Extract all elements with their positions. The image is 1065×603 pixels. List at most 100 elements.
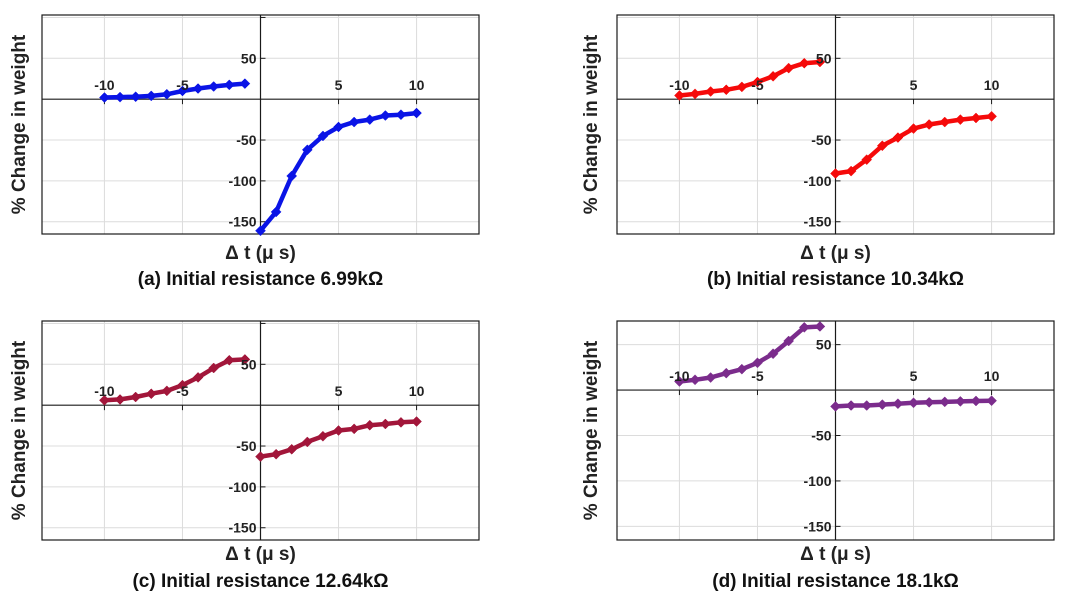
data-point-marker — [348, 423, 360, 435]
data-point-marker — [923, 396, 935, 408]
data-point-marker — [177, 85, 188, 97]
data-point-marker — [317, 430, 329, 442]
data-point-marker — [161, 88, 173, 100]
data-point-marker — [333, 121, 344, 133]
data-point-marker — [705, 86, 716, 97]
data-point-marker — [783, 335, 795, 347]
y-tick-label: -100 — [803, 173, 831, 189]
data-point-marker — [939, 396, 951, 408]
series-line — [102, 81, 248, 100]
data-point-marker — [939, 116, 951, 128]
data-point-marker — [145, 388, 157, 400]
x-tick-label: 10 — [984, 77, 1000, 93]
data-point-marker — [145, 90, 157, 102]
panel-caption: (a) Initial resistance 6.99kΩ — [138, 269, 383, 290]
data-point-marker — [411, 416, 422, 427]
y-tick-label: -50 — [811, 427, 831, 443]
data-point-marker — [114, 394, 126, 405]
data-point-marker — [767, 348, 779, 360]
x-tick-label: 10 — [409, 383, 425, 399]
data-point-marker — [161, 385, 173, 397]
panel-a: -10 -5 5 10 -150 -100 -50 50 % Change in weight Δ… — [9, 14, 480, 290]
data-point-marker — [970, 112, 982, 124]
series-positive — [830, 395, 997, 412]
data-point-marker — [317, 130, 329, 142]
y-tick-label: -150 — [228, 214, 256, 230]
data-point-marker — [908, 123, 919, 134]
data-point-marker — [783, 62, 795, 74]
data-point-marker — [674, 376, 685, 387]
data-point-marker — [845, 165, 857, 177]
data-point-marker — [395, 416, 407, 428]
data-point-marker — [752, 76, 763, 88]
x-tick-label: -5 — [751, 368, 764, 384]
y-axis-label: % Change in weight — [581, 34, 602, 214]
data-point-marker — [177, 379, 188, 391]
data-point-marker — [876, 399, 888, 410]
x-axis-label: Δ t (μ s) — [225, 243, 296, 264]
data-point-marker — [689, 88, 701, 100]
panel-caption: (d) Initial resistance 18.1kΩ — [712, 571, 959, 592]
data-point-marker — [923, 119, 935, 130]
y-tick-label: -150 — [803, 518, 831, 534]
data-point-marker — [270, 206, 282, 218]
data-point-marker — [301, 144, 313, 156]
data-point-marker — [192, 372, 204, 383]
data-point-marker — [286, 443, 298, 455]
x-tick-label: -10 — [669, 368, 689, 384]
data-point-marker — [689, 374, 701, 386]
data-point-marker — [208, 362, 220, 374]
data-point-marker — [705, 372, 716, 383]
y-tick-label: -50 — [811, 132, 831, 148]
x-tick-label: -10 — [669, 77, 689, 93]
panel-caption: (c) Initial resistance 12.64kΩ — [132, 571, 388, 592]
y-tick-label: 50 — [241, 50, 257, 66]
y-tick-label: -100 — [803, 473, 831, 489]
data-point-marker — [736, 363, 748, 375]
data-point-marker — [798, 57, 810, 69]
data-point-marker — [814, 321, 826, 332]
plot-frame — [616, 14, 1055, 235]
data-point-marker — [255, 451, 266, 463]
data-point-marker — [411, 107, 422, 119]
data-point-marker — [861, 400, 873, 411]
data-point-marker — [845, 400, 857, 411]
data-point-marker — [720, 84, 732, 96]
data-point-marker — [395, 109, 407, 121]
x-tick-label: -5 — [176, 383, 189, 399]
data-point-marker — [767, 70, 779, 82]
data-point-marker — [239, 78, 251, 89]
y-tick-label: -150 — [228, 520, 256, 536]
data-point-marker — [380, 110, 391, 121]
series-line — [677, 59, 823, 98]
data-point-marker — [130, 91, 141, 103]
x-tick-label: 10 — [409, 77, 425, 93]
data-point-marker — [208, 81, 220, 92]
data-point-marker — [955, 396, 966, 407]
x-axis-label: Δ t (μ s) — [225, 544, 296, 565]
data-point-marker — [99, 394, 110, 406]
x-axis-label: Δ t (μ s) — [800, 544, 871, 565]
y-axis-label: % Change in weight — [9, 340, 30, 520]
x-tick-label: 5 — [335, 383, 343, 399]
data-point-marker — [223, 79, 235, 91]
plot-frame — [41, 320, 480, 541]
data-point-marker — [674, 90, 685, 101]
data-point-marker — [301, 436, 313, 448]
panel-c: -10 -5 5 10 -150 -100 -50 50 % Change in weight Δ… — [9, 320, 480, 592]
data-point-marker — [364, 419, 376, 431]
data-point-marker — [876, 140, 888, 152]
panel-caption: (b) Initial resistance 10.34kΩ — [707, 269, 964, 290]
x-tick-label: -10 — [94, 77, 114, 93]
data-point-marker — [736, 81, 748, 93]
data-point-marker — [720, 367, 732, 379]
y-tick-label: -150 — [803, 214, 831, 230]
data-point-marker — [955, 114, 966, 125]
y-tick-label: 50 — [241, 356, 257, 372]
x-tick-label: 5 — [335, 77, 343, 93]
x-tick-label: -10 — [94, 383, 114, 399]
y-tick-label: 50 — [816, 337, 832, 353]
y-axis-label: % Change in weight — [9, 34, 30, 214]
data-point-marker — [830, 168, 841, 179]
